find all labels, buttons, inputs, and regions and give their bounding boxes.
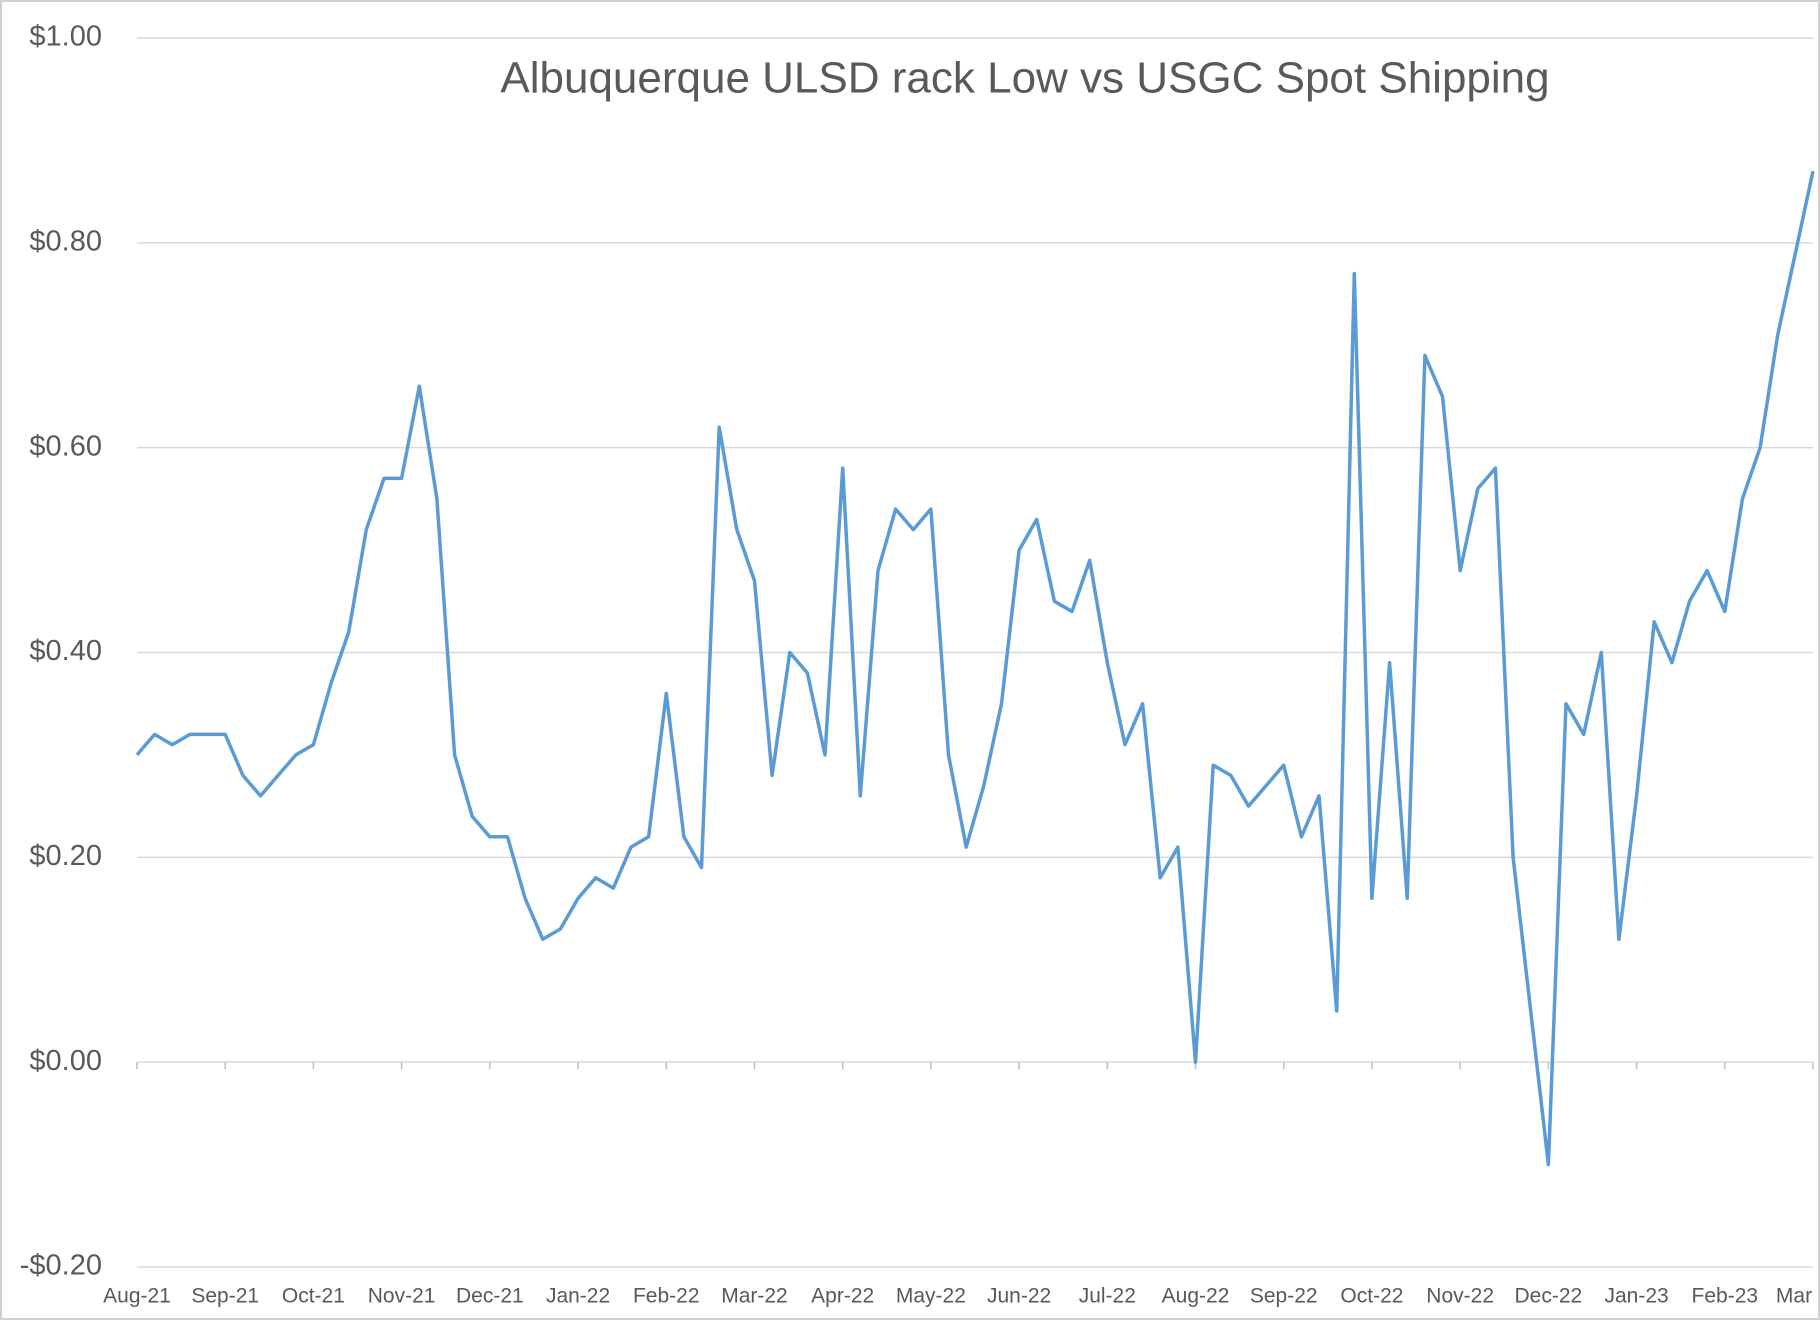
x-tick-label: Mar-22	[721, 1285, 788, 1308]
x-tick-label: Sep-21	[191, 1285, 259, 1308]
x-tick-label: Jul-22	[1079, 1285, 1136, 1308]
x-tick-label: Jan-23	[1604, 1285, 1668, 1308]
y-tick-label: -$0.20	[20, 1250, 102, 1282]
x-tick-label: Dec-21	[456, 1285, 524, 1308]
x-tick-label: Aug-21	[103, 1285, 171, 1308]
x-tick-label: May-22	[896, 1285, 966, 1308]
y-tick-label: $0.00	[29, 1045, 102, 1077]
data-line	[135, 170, 1815, 1167]
x-tick-label: Jan-22	[546, 1285, 610, 1308]
x-tick-label: Oct-21	[282, 1285, 345, 1308]
x-tick-label: Feb-23	[1692, 1285, 1759, 1308]
y-tick-label: $1.00	[29, 21, 102, 53]
x-tick-label: Apr-22	[811, 1285, 874, 1308]
y-tick-label: $0.60	[29, 430, 102, 462]
x-tick-label: Feb-22	[633, 1285, 700, 1308]
x-tick-label: Jun-22	[987, 1285, 1051, 1308]
x-tick-label: Oct-22	[1340, 1285, 1403, 1308]
x-tick-label: Mar	[1776, 1285, 1812, 1308]
y-tick-label: $0.20	[29, 840, 102, 872]
chart-title: Albuquerque ULSD rack Low vs USGC Spot S…	[500, 54, 1549, 103]
x-tick-label: Aug-22	[1162, 1285, 1230, 1308]
x-tick-label: Nov-21	[368, 1285, 436, 1308]
x-tick-label: Nov-22	[1426, 1285, 1494, 1308]
y-tick-label: $0.40	[29, 635, 102, 667]
x-tick-label: Dec-22	[1515, 1285, 1583, 1308]
x-tick-label: Sep-22	[1250, 1285, 1318, 1308]
y-tick-label: $0.80	[29, 225, 102, 257]
